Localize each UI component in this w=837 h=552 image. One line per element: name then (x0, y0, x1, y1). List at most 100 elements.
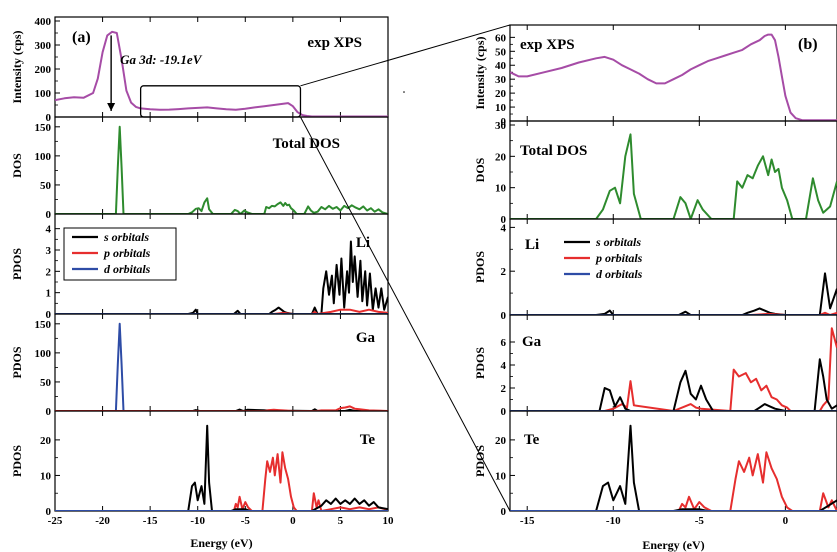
subplot-title: Ga (522, 334, 542, 350)
series-line-p-orbitals (55, 451, 388, 511)
plot-frame (54, 16, 389, 118)
zoom-connector-top (300, 24, 511, 87)
subplot-a-1: 0 50 100 150 DOS Total DOS (10, 116, 389, 221)
x-axis-label: Energy (eV) (642, 538, 704, 552)
y-axis-label: Intensity (cps) (10, 30, 24, 103)
y-tick-label: 10 (495, 470, 507, 482)
y-axis-label: PDOS (473, 347, 487, 379)
legend-label: p orbitals (595, 251, 643, 265)
subplot-a-2: 0 1 2 3 4 PDOS Li (10, 213, 389, 321)
subplot-title: Te (360, 432, 376, 448)
x-tick-label: -15 (143, 515, 158, 527)
y-tick-label: 20 (40, 435, 52, 447)
annotation-text: Ga 3d: -19.1eV (120, 52, 203, 67)
y-tick-label: 10 (495, 102, 507, 114)
y-tick-label: 6 (501, 337, 507, 349)
x-tick-label: -5 (241, 515, 251, 527)
series-line-curve (55, 125, 388, 214)
series-line-s-orbitals (55, 424, 388, 511)
plot-frame (54, 410, 389, 512)
legend-label: s orbitals (595, 235, 641, 249)
plot-frame (54, 116, 389, 215)
y-tick-label: 50 (495, 46, 507, 58)
y-axis-label: PDOS (10, 346, 24, 378)
y-tick-label: 0 (501, 506, 507, 518)
y-tick-label: 4 (501, 222, 507, 234)
y-tick-label: 20 (495, 435, 507, 447)
y-tick-label: 100 (35, 88, 52, 100)
x-tick-label: -10 (606, 515, 621, 527)
x-tick-label: 0 (290, 515, 296, 527)
subplot-a-0: 0 100 200 300 400 Intensity (cps) exp XPS Ga 3d… (10, 16, 389, 124)
series-line-curve (510, 33, 837, 121)
series-line-s-orbitals (55, 240, 388, 314)
legend-label: d orbitals (596, 267, 643, 281)
y-tick-label: 3 (46, 245, 52, 257)
subplot-title: Ga (356, 330, 376, 346)
x-tick-label: 5 (338, 515, 344, 527)
x-tick-label: 10 (383, 515, 395, 527)
y-tick-label: 4 (46, 224, 52, 236)
y-tick-label: 0 (46, 112, 52, 124)
y-tick-label: 2 (46, 266, 52, 278)
y-tick-label: 150 (35, 122, 52, 134)
subplot-title: Total DOS (520, 143, 587, 159)
y-tick-label: 100 (35, 151, 52, 163)
subplot-b-3: 0 2 4 6 PDOS Ga (473, 314, 837, 418)
subplot-b-1: 0 10 20 30 DOS Total DOS (473, 120, 837, 226)
y-tick-label: 150 (35, 319, 52, 331)
y-axis-label: PDOS (473, 251, 487, 283)
y-tick-label: 0 (501, 406, 507, 418)
y-tick-label: 0 (501, 214, 507, 226)
subplot-b-0: 0 10 20 30 40 50 60 Intensity (cps) exp XPS (473, 24, 837, 128)
x-tick-label: -15 (520, 515, 535, 527)
series-line-s-orbitals (510, 272, 837, 315)
subplot-title: Li (525, 237, 539, 253)
plot-frame (54, 313, 389, 412)
x-tick-label: -10 (190, 515, 205, 527)
subplot-title: exp XPS (520, 37, 575, 53)
y-tick-label: 400 (35, 16, 52, 28)
y-axis-label: PDOS (473, 445, 487, 477)
x-axis-label: Energy (eV) (190, 536, 252, 550)
series-line-curve (510, 133, 837, 219)
y-tick-label: 1 (46, 288, 52, 300)
series-line-s-orbitals (510, 358, 837, 411)
x-tick-label: 0 (783, 515, 789, 527)
y-tick-label: 0 (46, 506, 52, 518)
x-tick-label: -5 (695, 515, 705, 527)
y-tick-label: 0 (501, 310, 507, 322)
y-tick-label: 50 (40, 180, 52, 192)
subplot-title: Li (356, 235, 370, 251)
plot-frame (509, 410, 837, 512)
subplot-a-3: 0 50 100 150 PDOS Ga (10, 313, 389, 418)
subplot-a-4: 0 10 20 PDOS Te (10, 410, 389, 518)
y-axis-label: PDOS (10, 445, 24, 477)
legend: s orbitals p orbitals d orbitals (63, 227, 177, 281)
series-line-d-orbitals (55, 322, 388, 411)
series-line-s-orbitals (510, 424, 837, 511)
y-axis-label: Intensity (cps) (473, 36, 487, 109)
subplot-title: Te (524, 432, 540, 448)
y-tick-label: 40 (495, 60, 507, 72)
y-tick-label: 2 (501, 266, 507, 278)
panel-label: (a) (72, 29, 91, 46)
zoom-box (139, 85, 302, 118)
y-tick-label: 60 (495, 32, 507, 44)
panel-label: (b) (798, 36, 818, 53)
series-line-p-orbitals (510, 451, 837, 511)
series-line-p-orbitals (510, 327, 837, 411)
zoom-connector-bottom (300, 116, 511, 512)
subplot-title: Total DOS (273, 136, 340, 152)
y-tick-label: 20 (495, 88, 507, 100)
plot-frame (509, 314, 837, 412)
y-tick-label: 0 (46, 406, 52, 418)
y-tick-label: 4 (501, 360, 507, 372)
y-tick-label: 0 (501, 116, 507, 128)
y-tick-label: 0 (46, 209, 52, 221)
y-axis-label: DOS (10, 153, 24, 178)
legend-label: d orbitals (104, 262, 151, 276)
